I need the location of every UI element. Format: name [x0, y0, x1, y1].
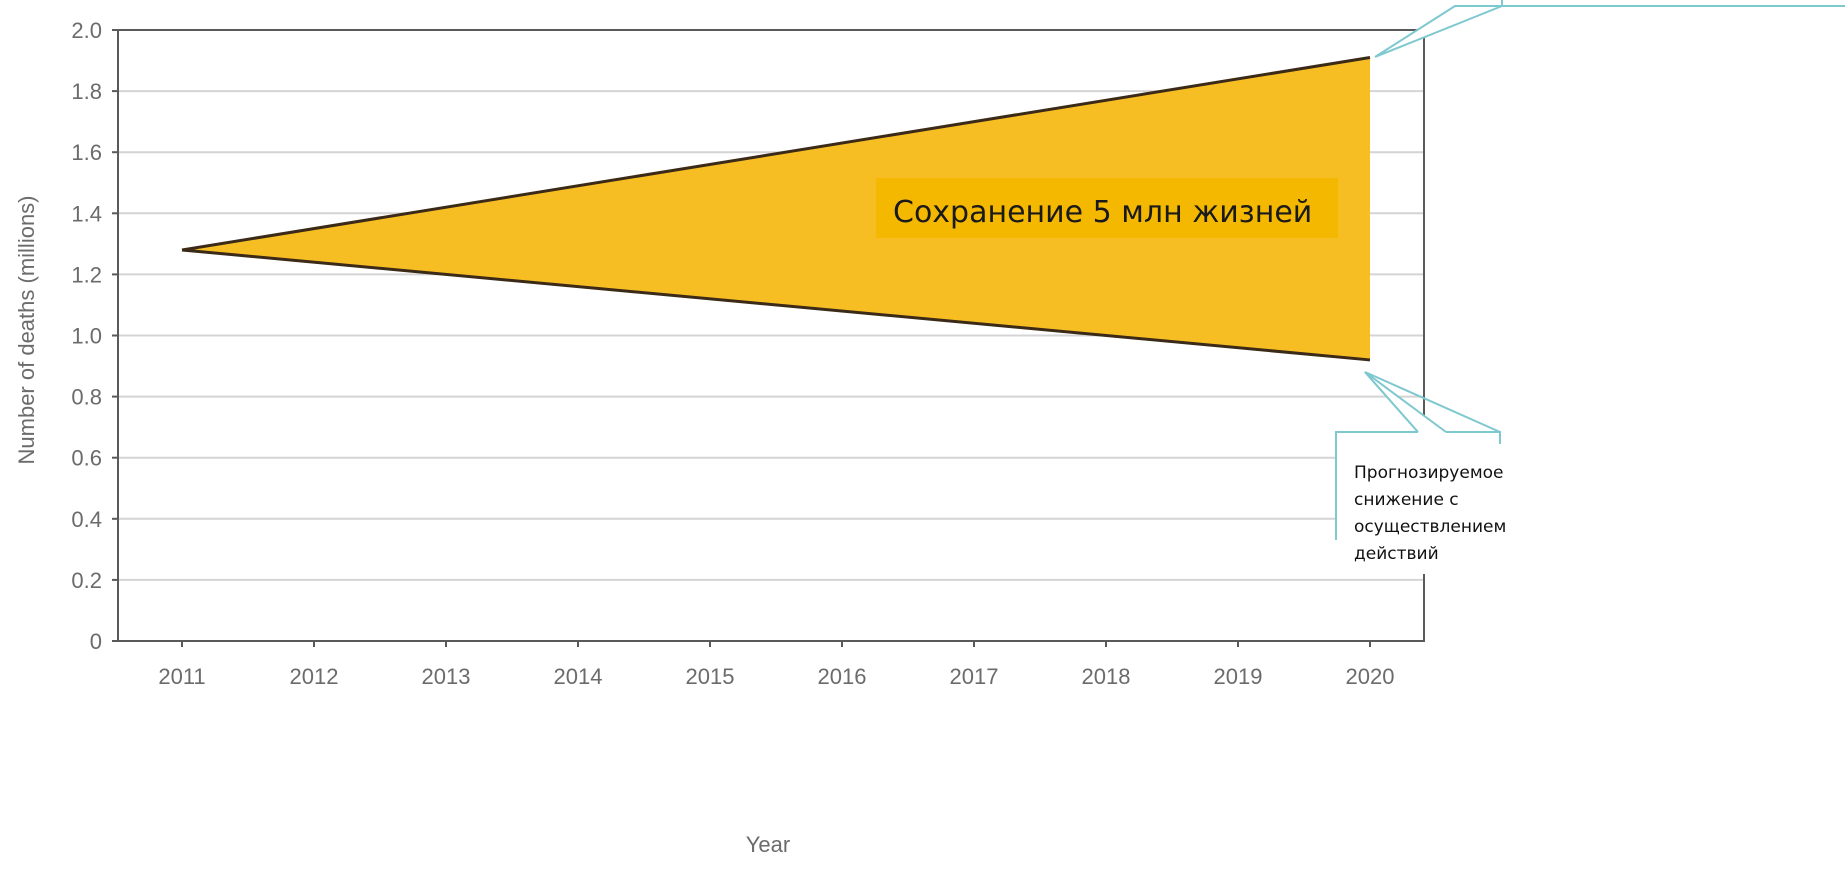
x-axis-label: Year: [746, 832, 790, 857]
series-line-lower: [181, 248, 1371, 362]
y-axis-label: Number of deaths (millions): [14, 196, 39, 465]
y-tick-label: 2.0: [71, 18, 102, 43]
bottom-callout-text: Прогнозируемое снижение с осуществлением…: [1354, 463, 1512, 564]
x-tick-label: 2020: [1346, 664, 1395, 689]
y-axis-ticks: 0 0.2 0.4 0.6 0.8 1.0 1.2 1.4 1.6 1.8 2.0: [71, 18, 118, 654]
callout-line-3: осуществлением: [1354, 517, 1506, 537]
y-tick-label: 1.6: [71, 140, 102, 165]
series-line-upper: [181, 56, 1371, 252]
y-tick-label: 0.6: [71, 446, 102, 471]
x-tick-label: 2012: [290, 664, 339, 689]
savings-area: [182, 57, 1370, 360]
bottom-callout-box: [1336, 432, 1500, 574]
center-annotation-text: Сохранение 5 млн жизней: [893, 195, 1312, 230]
y-tick-label: 0.2: [71, 568, 102, 593]
callout-line-4: действий: [1354, 544, 1439, 564]
x-tick-label: 2014: [554, 664, 603, 689]
y-tick-label: 0.4: [71, 507, 102, 532]
x-tick-label: 2013: [422, 664, 471, 689]
x-tick-label: 2019: [1214, 664, 1263, 689]
callout-line-1: Прогнозируемое: [1354, 463, 1504, 483]
x-tick-label: 2017: [950, 664, 999, 689]
top-callout: [1374, 0, 1845, 58]
x-tick-label: 2016: [818, 664, 867, 689]
y-tick-label: 1.0: [71, 324, 102, 349]
x-tick-label: 2018: [1082, 664, 1131, 689]
y-tick-label: 0.8: [71, 385, 102, 410]
x-tick-label: 2015: [686, 664, 735, 689]
x-axis-ticks: 2011 2012 2013 2014 2015 2016 2017 2018 2019 2020: [158, 641, 1394, 689]
bottom-callout-pointer: [1364, 371, 1447, 433]
callout-line-2: снижение с: [1354, 490, 1459, 510]
x-tick-label: 2011: [158, 664, 205, 689]
bottom-callout-border: [1335, 431, 1501, 540]
y-tick-label: 0: [90, 629, 102, 654]
y-tick-label: 1.4: [71, 201, 102, 226]
y-tick-label: 1.2: [71, 262, 102, 287]
center-annotation-box: [876, 178, 1338, 238]
y-tick-label: 1.8: [71, 79, 102, 104]
